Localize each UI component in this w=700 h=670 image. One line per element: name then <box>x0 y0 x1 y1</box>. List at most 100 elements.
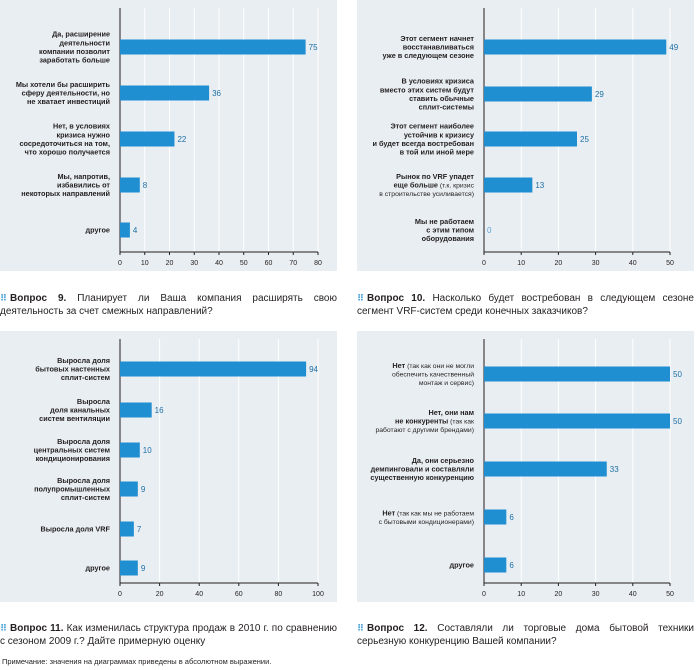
category-label-line: устойчив к кризису <box>404 130 475 139</box>
category-label-1: Да, расширение деятельности компании позво… <box>39 30 110 65</box>
value-label-1: 49 <box>669 43 678 52</box>
category-label-line: другое <box>85 226 110 235</box>
category-label-note: (так как они не могли <box>405 363 474 370</box>
category-label-line: сплит-систем <box>61 493 110 502</box>
category-label-1: Выросла доля бытовых настенных сплит-систе… <box>35 356 110 382</box>
x-tick-label-20: 20 <box>166 260 174 267</box>
category-label-bold: уже в следующем сезоне <box>382 51 474 60</box>
x-tick-label-60: 60 <box>265 260 273 267</box>
category-label-line: Выросла доля <box>57 476 110 485</box>
category-label-line: Рынок по VRF упадет <box>396 172 474 181</box>
category-label-line: Выросла доля VRF <box>40 525 110 534</box>
category-label-note: (так как мы не работаем <box>395 509 474 517</box>
category-label-5: Мы не работаем с этим типом оборудования <box>415 217 474 243</box>
bullet-dots-icon: ⠿ <box>0 623 7 633</box>
x-tick-label-10: 10 <box>517 591 525 598</box>
category-label-line: в той или иной мере <box>400 148 474 157</box>
question-12-caption: ⠿ Вопрос 12. Составляли ли торговые дома … <box>357 622 694 648</box>
category-label-bold: что хорошо получается <box>25 148 110 157</box>
category-label-line: что хорошо получается <box>25 148 110 157</box>
category-label-line: Да, они серьезно <box>412 456 475 465</box>
category-label-bold: кризиса нужно <box>56 130 110 139</box>
bar-1 <box>120 361 307 377</box>
value-label-5: 4 <box>133 226 138 235</box>
category-label-line: центральных систем <box>34 446 110 455</box>
bar-4 <box>484 509 507 525</box>
category-label-line: вместо этих систем будут <box>380 85 475 94</box>
category-label-line: существенную конкуренцию <box>370 473 474 482</box>
category-label-line: компании позволит <box>39 47 110 56</box>
category-label-bold: центральных систем <box>34 446 110 455</box>
category-label-note: работают с другими брендами) <box>375 426 474 434</box>
category-label-line: Нет, они нам <box>428 408 474 417</box>
category-label-bold: компании позволит <box>39 47 110 56</box>
x-tick-label-0: 0 <box>482 591 486 598</box>
x-tick-label-0: 0 <box>118 591 122 598</box>
category-label-line: другое <box>449 561 474 570</box>
bar-4 <box>120 481 138 497</box>
question-12-number: Вопрос 12. <box>367 623 428 634</box>
category-label-bold: Да, они серьезно <box>412 456 475 465</box>
question-9-text: Планирует ли Ваша компания расширять сво… <box>0 293 337 317</box>
category-label-line: избавились от <box>57 181 110 190</box>
x-tick-label-20: 20 <box>555 591 563 598</box>
category-label-bold: сплит-систем <box>61 493 110 502</box>
category-label-bold: еще больше <box>394 181 438 190</box>
category-label-bold: и будет всегда востребован <box>372 139 474 148</box>
category-label-bold: другое <box>449 561 474 570</box>
bullet-dots-icon: ⠿ <box>357 293 364 303</box>
bullet-dots-icon: ⠿ <box>357 623 364 633</box>
category-label-line: ставить обычные <box>409 94 474 103</box>
category-label-1: Этот сегмент начнет восстанавливаться уже … <box>382 34 474 60</box>
bar-5 <box>120 222 130 238</box>
category-label-bold: доля канальных <box>50 406 110 415</box>
value-label-4: 6 <box>509 513 514 522</box>
category-label-bold: полупромышленных <box>34 485 110 494</box>
category-label-bold: Нет <box>382 508 395 517</box>
category-label-line: Этот сегмент наиболее <box>390 122 474 131</box>
x-tick-label-40: 40 <box>629 591 637 598</box>
category-label-line: восстанавливаться <box>403 43 474 52</box>
category-label-6: другое <box>85 564 110 573</box>
x-tick-label-60: 60 <box>235 591 243 598</box>
category-label-4: Выросла доля полупромышленных сплит-систем <box>34 476 110 502</box>
category-label-line: и будет всегда востребован <box>372 139 474 148</box>
category-label-line: сосредоточиться на том, <box>19 139 110 148</box>
category-label-4: Нет (так как мы не работаем с бытовыми ко… <box>379 508 475 526</box>
category-label-line: сплит-системы <box>419 103 474 112</box>
category-label-bold: существенную конкуренцию <box>370 473 474 482</box>
category-label-line: Нет (так как мы не работаем <box>382 508 474 517</box>
category-label-bold: не хватает инвестиций <box>27 97 110 106</box>
value-label-4: 13 <box>535 181 544 190</box>
category-label-line: деятельности <box>59 38 110 47</box>
value-label-3: 25 <box>580 135 589 144</box>
category-label-bold: деятельности <box>59 38 110 47</box>
category-label-2: Мы хотели бы расширить сферу деятельности… <box>16 80 111 106</box>
category-label-line: в строительстве усиливается) <box>379 191 474 198</box>
x-tick-label-100: 100 <box>312 591 324 598</box>
bar-3 <box>484 461 607 477</box>
category-label-bold: сферу деятельности, но <box>22 89 111 98</box>
x-tick-label-40: 40 <box>195 591 203 598</box>
category-label-bold: систем вентиляции <box>39 414 110 423</box>
category-label-bold: Выросла доля <box>57 356 110 365</box>
category-label-line: полупромышленных <box>34 485 110 494</box>
category-label-line: с бытовыми кондиционерами) <box>379 518 474 526</box>
x-tick-label-80: 80 <box>314 260 322 267</box>
category-label-note: монтаж и сервис) <box>419 380 474 387</box>
category-label-4: Рынок по VRF упадет еще больше (т.к. криз… <box>379 172 474 198</box>
category-label-note: (т.к. кризис <box>438 183 475 190</box>
category-label-bold: Выросла <box>77 397 111 406</box>
x-tick-label-80: 80 <box>275 591 283 598</box>
footnote: Примечание: значения на диаграммах приве… <box>2 657 272 666</box>
category-label-bold: другое <box>85 564 110 573</box>
value-label-3: 10 <box>143 446 152 455</box>
category-label-4: Мы, напротив, избавились от некоторых напр… <box>21 172 110 198</box>
category-label-bold: Да, расширение <box>52 30 110 39</box>
question-12-text: Составляли ли торговые дома бытовой техн… <box>357 623 694 647</box>
category-label-bold: Мы хотели бы расширить <box>16 80 111 89</box>
category-label-bold: другое <box>85 226 110 235</box>
category-label-line: оборудования <box>422 234 474 243</box>
bar-6 <box>120 560 138 576</box>
question-11-caption: ⠿ Вопрос 11. Как изменилась структура про… <box>0 622 337 648</box>
